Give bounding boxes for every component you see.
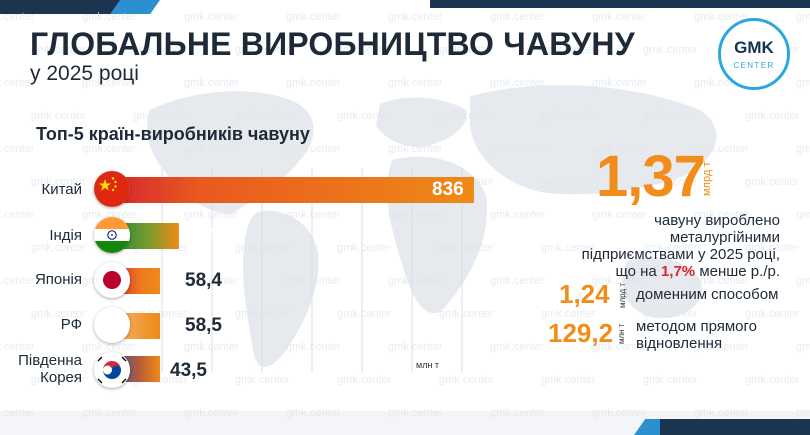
description-line-3: що на 1,7% менше р./р. bbox=[540, 263, 780, 280]
category-label-south-korea: Південна Корея bbox=[0, 352, 82, 386]
value-label-russia: 58,5 bbox=[185, 315, 222, 336]
page-subtitle: у 2025 році bbox=[30, 62, 139, 85]
china-flag bbox=[94, 171, 130, 207]
decor-stripe-top-right bbox=[430, 0, 810, 8]
blast-furnace-value: 1,24 bbox=[559, 279, 610, 309]
direct-reduction-unit: млн т bbox=[617, 323, 626, 344]
category-label-russia: РФ bbox=[60, 316, 82, 333]
value-label-china: 836 bbox=[432, 179, 464, 200]
value-label-japan: 58,4 bbox=[185, 270, 222, 291]
chart-bars bbox=[112, 177, 474, 382]
chart-title: Топ-5 країн-виробників чавуну bbox=[36, 124, 310, 144]
decor-stripe-top-left bbox=[0, 0, 120, 14]
direct-reduction-label-line-2: відновлення bbox=[636, 335, 723, 352]
category-label-south-korea-line-2: Корея bbox=[40, 369, 82, 386]
category-label-china: Китай bbox=[41, 181, 82, 198]
direct-reduction-value: 129,2 bbox=[548, 318, 614, 348]
total-production-unit: млрд т bbox=[701, 161, 713, 196]
direct-reduction-label-line-1: методом прямого bbox=[636, 318, 758, 335]
russia-flag bbox=[94, 307, 130, 343]
value-label-south-korea: 43,5 bbox=[170, 360, 207, 381]
direct-reduction-label: методом прямого відновлення bbox=[636, 318, 757, 352]
description-line-2: підприємствами у 2025 році, bbox=[581, 246, 780, 263]
page-title: ГЛОБАЛЬНЕ ВИРОБНИЦТВО ЧАВУНУ bbox=[30, 26, 635, 62]
decor-stripe-bottom-right bbox=[660, 419, 810, 435]
change-percent: 1,7% bbox=[660, 263, 696, 280]
category-label-south-korea-line-1: Південна bbox=[18, 352, 82, 369]
chart-unit-label: млн т bbox=[416, 360, 440, 370]
category-label-india: Індія bbox=[49, 227, 82, 244]
india-flag bbox=[94, 217, 130, 253]
blast-furnace-label: доменним способом bbox=[636, 286, 779, 303]
blast-furnace-unit: млрд т bbox=[618, 283, 627, 308]
gmk-center-logo: GMK CENTER bbox=[718, 18, 790, 90]
bar-china bbox=[112, 177, 474, 203]
logo-sub-text: CENTER bbox=[733, 61, 775, 70]
south-korea-flag bbox=[94, 352, 130, 388]
value-label-india: 154,4 bbox=[185, 225, 233, 246]
category-label-japan: Японія bbox=[34, 271, 82, 288]
japan-flag bbox=[94, 262, 130, 298]
description-line-1: чавуну вироблено металургійними bbox=[654, 212, 780, 246]
change-suffix: менше р./р. bbox=[695, 263, 780, 280]
total-production-description: чавуну вироблено металургійними підприєм… bbox=[540, 212, 780, 280]
change-prefix: що на bbox=[615, 263, 661, 280]
total-production-value: 1,37 bbox=[596, 144, 706, 209]
logo-main-text: GMK bbox=[734, 38, 774, 57]
